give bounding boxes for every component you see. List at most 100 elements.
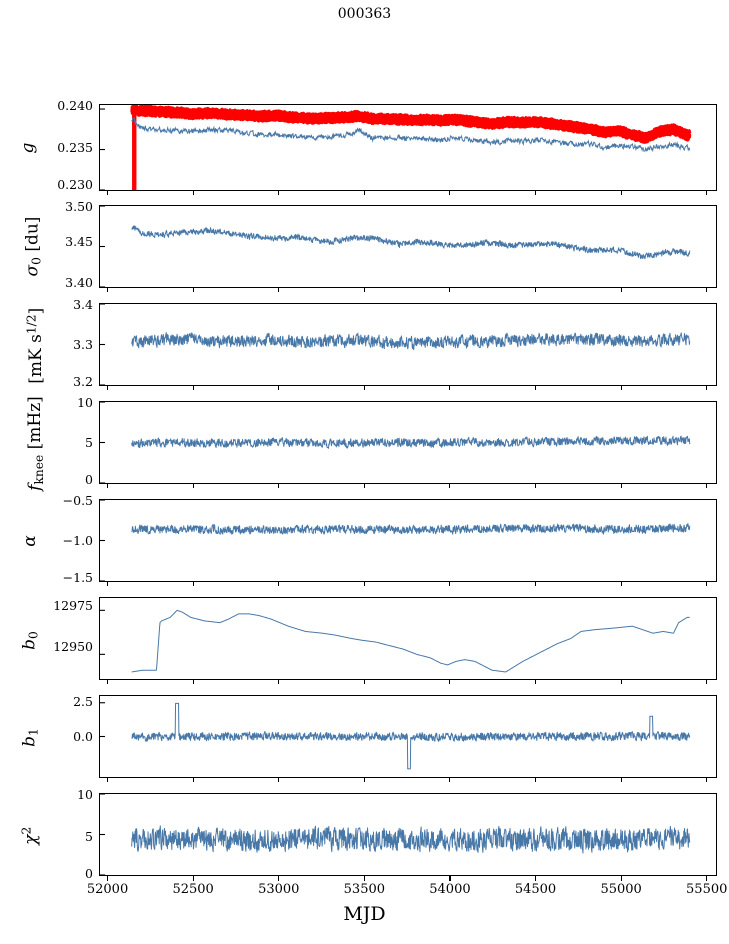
red-spike-marker [132,107,137,190]
ytick-alpha-0: −1.5 [62,570,93,585]
xtick-mark-55000 [620,876,622,881]
xtick-minor-p4 [192,582,194,586]
ytick-alpha-1: −1.0 [62,533,93,548]
xtick-minor-p0 [534,191,537,195]
ytick-g-0: 0.230 [57,177,93,192]
plot-panel-chi2 [99,793,717,876]
ytick-b1-0: 0.0 [73,729,93,744]
xtick-minor-p5 [107,680,109,684]
xlabel: MJD [343,903,386,925]
series-line [131,825,691,854]
xtick-minor-p6 [534,778,537,782]
xtick-minor-p4 [449,582,451,586]
ytick-sigma0-1: 3.45 [65,234,93,249]
series-line [131,702,691,770]
xtick-minor-p5 [620,680,622,684]
xtick-minor-p2 [620,386,622,390]
xtick-minor-p2 [706,386,708,390]
xtick-mark-53500 [363,876,365,881]
plot-panel-fknee [99,401,717,484]
xtick-label-53000: 53000 [258,882,300,897]
xtick-minor-p3 [534,484,537,488]
xtick-label-53500: 53500 [343,882,386,897]
xtick-minor-p2 [278,386,280,390]
xtick-minor-p6 [278,778,280,782]
xtick-mark-53000 [278,876,280,881]
ytick-b0-0: 12950 [53,639,93,654]
xtick-minor-p6 [449,778,451,782]
xtick-minor-p3 [706,484,708,488]
xtick-minor-p2 [534,386,537,390]
xtick-minor-p6 [620,778,622,782]
xtick-minor-p5 [192,680,194,684]
series-g-raw [131,117,691,153]
xtick-minor-p2 [363,386,365,390]
xtick-minor-p1 [107,288,109,292]
series-line [131,225,691,260]
plot-panel-sigma0 [99,205,717,288]
xtick-minor-p1 [534,288,537,292]
xtick-minor-p5 [363,680,365,684]
ytick-alpha-2: −0.5 [62,493,93,508]
xtick-label-55000: 55000 [600,882,642,897]
series-line [131,435,691,449]
xtick-minor-p6 [192,778,194,782]
xtick-minor-p0 [363,191,365,195]
plot-panel-g [99,104,717,191]
xtick-minor-p3 [363,484,365,488]
series-canvas-3 [100,402,691,483]
ytick-fknee-2: 10 [77,395,93,410]
xtick-minor-p1 [278,288,280,292]
xtick-minor-p0 [706,191,708,195]
xtick-minor-p4 [107,582,109,586]
series-canvas-4 [100,500,691,581]
xtick-minor-p2 [449,386,451,390]
xtick-minor-p1 [192,288,194,292]
xtick-minor-p4 [706,582,708,586]
ytick-mks-2: 3.4 [73,297,93,312]
xtick-minor-p4 [534,582,537,586]
xtick-minor-p4 [620,582,622,586]
series-canvas-2 [100,304,691,385]
xtick-minor-p6 [107,778,109,782]
ytick-sigma0-2: 3.50 [65,199,93,214]
ytick-fknee-1: 5 [85,435,93,450]
xtick-minor-p5 [534,680,537,684]
xtick-label-52500: 52500 [172,882,214,897]
ytick-sigma0-0: 3.40 [65,275,93,290]
series-canvas-6 [100,702,691,770]
xtick-minor-p3 [449,484,451,488]
ytick-g-2: 0.240 [57,98,93,113]
xtick-minor-p1 [449,288,451,292]
xtick-minor-p5 [278,680,280,684]
ytick-chi2-2: 10 [77,787,93,802]
xtick-minor-p0 [278,191,280,195]
xtick-minor-p3 [107,484,109,488]
xtick-minor-p1 [706,288,708,292]
ytick-chi2-1: 5 [85,829,93,844]
xtick-minor-p2 [107,386,109,390]
xtick-minor-p3 [278,484,280,488]
xtick-minor-p0 [192,191,194,195]
series-line [131,332,691,351]
xtick-label-54000: 54000 [429,882,471,897]
xtick-minor-p0 [620,191,622,195]
xtick-minor-p1 [363,288,365,292]
series-line [131,609,690,673]
xtick-label-54500: 54500 [514,882,557,897]
xtick-minor-p6 [706,778,708,782]
plot-panel-b1 [99,695,717,778]
xtick-mark-52000 [106,876,109,881]
series-canvas-7 [100,794,691,875]
xtick-minor-p1 [620,288,622,292]
xtick-label-55500: 55500 [686,882,728,897]
xtick-minor-p6 [363,778,365,782]
series-line [131,523,691,535]
plot-panel-mks [99,303,717,386]
xtick-minor-p2 [192,386,194,390]
plot-panel-alpha [99,499,717,582]
xtick-minor-p5 [706,680,708,684]
ytick-b1-1: 2.5 [73,694,93,709]
ytick-g-1: 0.235 [57,140,93,155]
